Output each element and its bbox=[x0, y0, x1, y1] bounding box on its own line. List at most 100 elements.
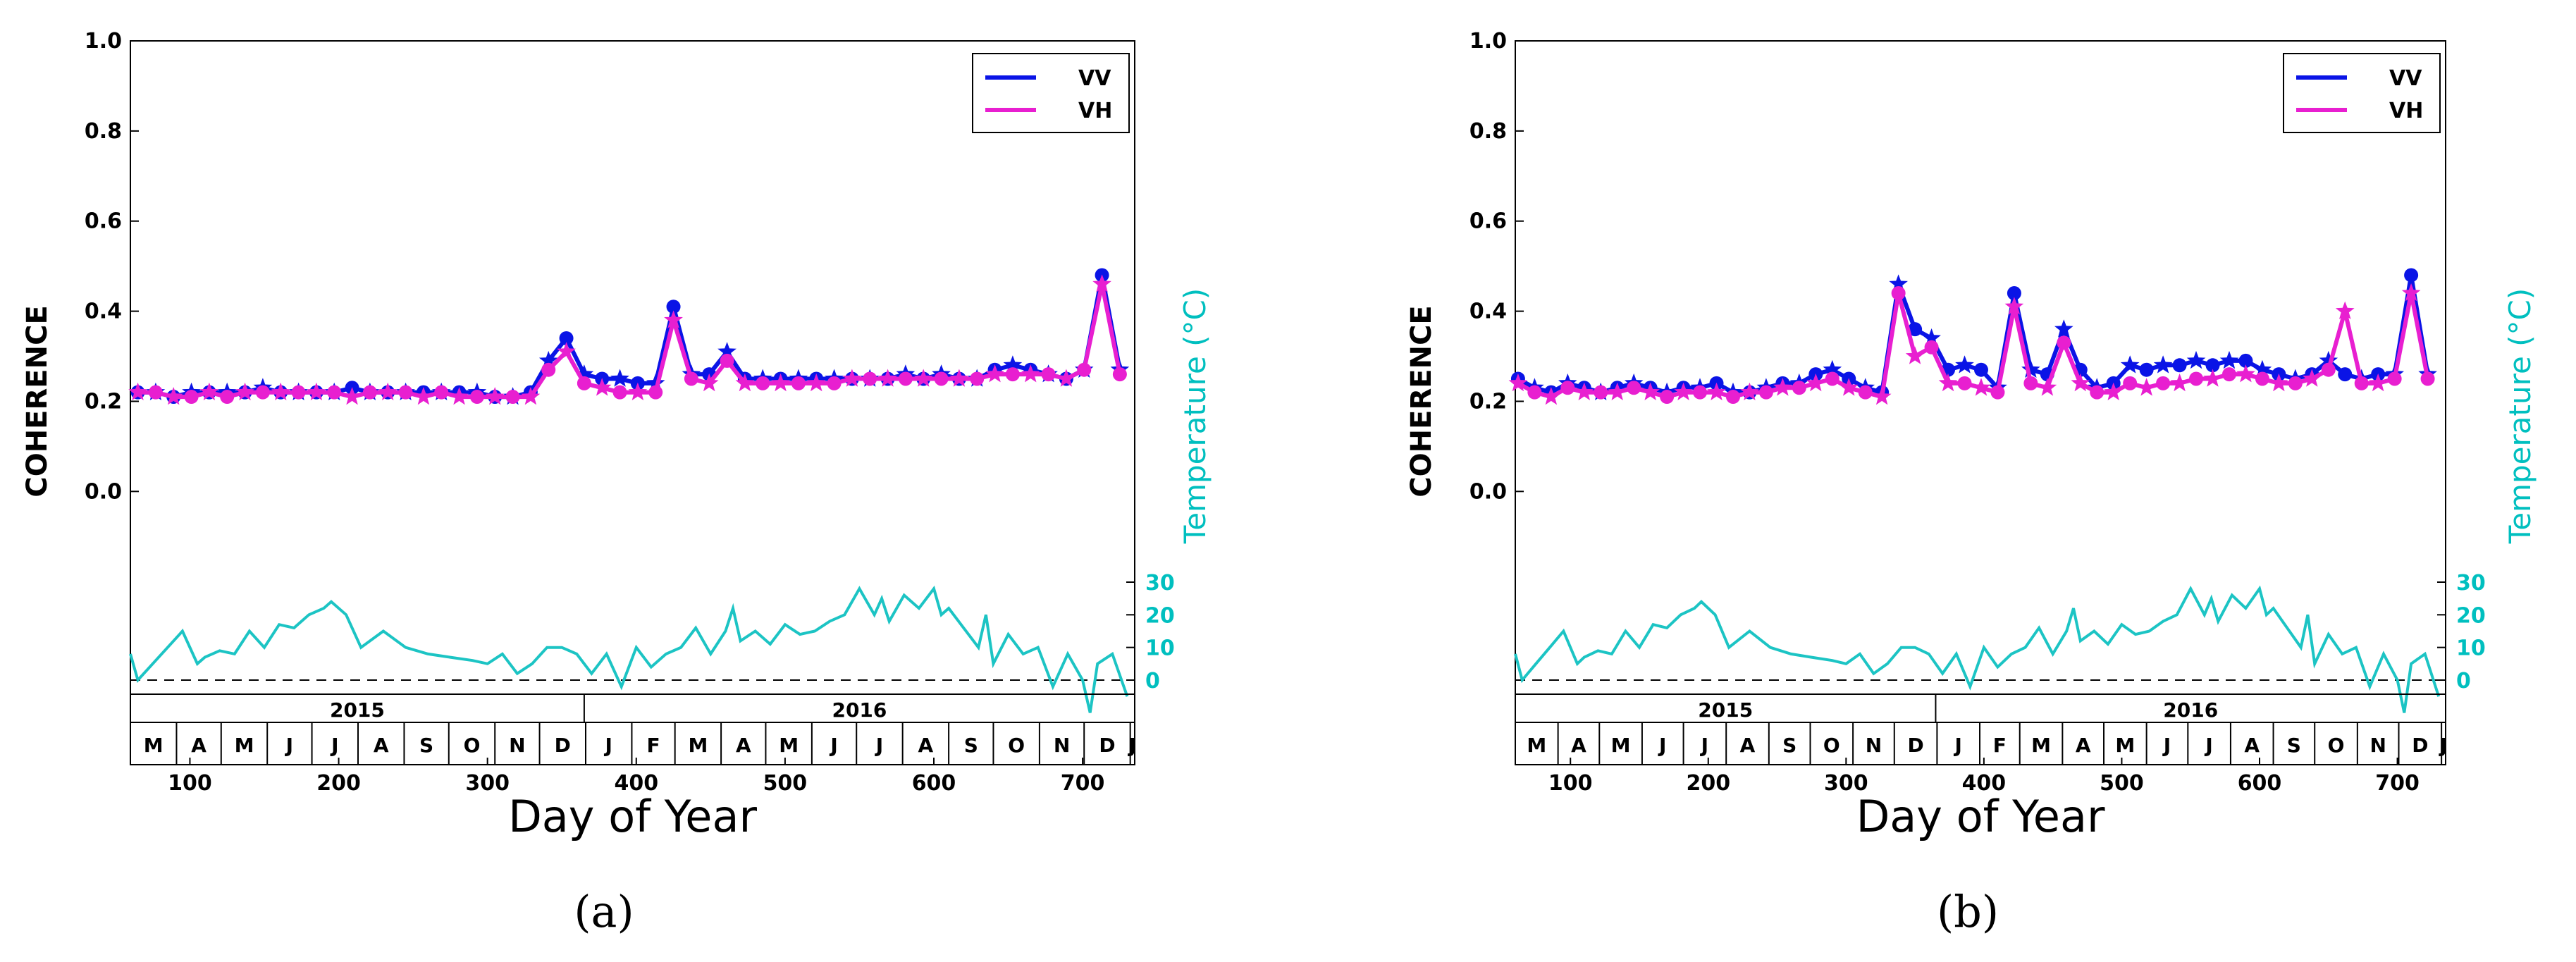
y-axis-label: COHERENCE bbox=[1405, 305, 1438, 497]
legend-label: VH bbox=[2389, 99, 2423, 123]
vh-point bbox=[255, 385, 270, 400]
vh-point bbox=[148, 385, 163, 400]
vh-point bbox=[414, 387, 433, 405]
month-label: S bbox=[964, 734, 978, 757]
vh-point bbox=[1938, 373, 1958, 392]
vh-point bbox=[2104, 382, 2123, 400]
vh-point bbox=[541, 362, 556, 377]
y-tick-label: 0.8 bbox=[85, 119, 122, 144]
vh-point bbox=[1674, 382, 1693, 400]
vh-point bbox=[2401, 283, 2421, 302]
month-label: J bbox=[330, 734, 338, 757]
vh-point bbox=[2203, 369, 2222, 387]
month-label: O bbox=[464, 734, 481, 757]
vh-point bbox=[970, 371, 985, 386]
vh-point bbox=[577, 376, 591, 390]
x-tick-label: 400 bbox=[614, 771, 658, 796]
month-label: A bbox=[736, 734, 751, 757]
temperature-axis-label: Temperature (°C) bbox=[2503, 288, 2537, 545]
vh-point bbox=[1660, 390, 1675, 405]
vv-point bbox=[2153, 355, 2173, 374]
y-tick-label: 0.0 bbox=[85, 479, 122, 504]
year-label: 2015 bbox=[330, 698, 385, 722]
temperature-series-line bbox=[129, 585, 1129, 713]
vv-point bbox=[1955, 355, 1974, 374]
vh-point bbox=[1773, 378, 1792, 396]
vh-point bbox=[863, 371, 877, 386]
month-label: J bbox=[1700, 734, 1708, 757]
vh-point bbox=[1056, 369, 1076, 387]
temperature-axis-label: Temperature (°C) bbox=[1178, 288, 1212, 545]
month-label: O bbox=[1008, 734, 1025, 757]
vh-point bbox=[1792, 381, 1806, 395]
vh-point bbox=[1924, 340, 1939, 354]
vh-point bbox=[1858, 385, 1873, 400]
month-label: M bbox=[144, 734, 164, 757]
vh-point bbox=[628, 382, 648, 400]
vh-point bbox=[1508, 373, 1528, 392]
x-axis-label: Day of Year bbox=[1856, 791, 2105, 842]
vh-point bbox=[2387, 371, 2402, 386]
vv-series-line bbox=[1517, 274, 2430, 395]
vv-point bbox=[1003, 355, 1023, 374]
vh-point bbox=[2038, 378, 2057, 396]
vv-point bbox=[2120, 355, 2140, 374]
temp-tick-label: 20 bbox=[1145, 603, 1175, 628]
vh-point bbox=[1077, 362, 1092, 377]
vh-point bbox=[2189, 371, 2204, 386]
month-label: F bbox=[1993, 734, 2007, 757]
vh-point bbox=[1707, 382, 1726, 400]
vh-point bbox=[557, 342, 576, 360]
vh-point bbox=[1825, 371, 1839, 386]
y-tick-label: 0.4 bbox=[85, 300, 122, 324]
vh-point bbox=[735, 373, 755, 392]
timeline-frame bbox=[130, 693, 1135, 765]
vh-point bbox=[2137, 378, 2156, 396]
month-label: A bbox=[918, 734, 934, 757]
vh-point bbox=[2321, 362, 2336, 377]
vh-point bbox=[1627, 381, 1641, 395]
month-label: A bbox=[1740, 734, 1756, 757]
vh-point bbox=[505, 390, 520, 405]
vh-point bbox=[1594, 385, 1608, 400]
y-axis-label: COHERENCE bbox=[21, 305, 54, 497]
y-tick-label: 0.8 bbox=[1469, 119, 1507, 144]
x-tick-label: 200 bbox=[1686, 771, 1730, 796]
vv-point bbox=[2139, 362, 2154, 377]
x-tick-label: 500 bbox=[2100, 771, 2144, 796]
month-label: D bbox=[2412, 734, 2428, 757]
vv-point bbox=[538, 350, 558, 369]
vh-point bbox=[307, 382, 326, 400]
vh-point bbox=[1527, 385, 1542, 400]
vv-point bbox=[2172, 358, 2187, 373]
vh-point bbox=[469, 390, 484, 405]
vh-point bbox=[235, 382, 254, 400]
month-label: M bbox=[688, 734, 708, 757]
month-label: N bbox=[1054, 734, 1070, 757]
vv-point bbox=[2238, 353, 2253, 368]
vv-point bbox=[2219, 350, 2239, 369]
vh-point bbox=[1758, 385, 1773, 400]
vh-point bbox=[485, 387, 505, 405]
y-tick-label: 0.6 bbox=[85, 209, 122, 234]
vh-point bbox=[592, 378, 612, 396]
panel-caption: (b) bbox=[1937, 886, 1999, 937]
month-label: M bbox=[1611, 734, 1631, 757]
year-label: 2016 bbox=[2163, 698, 2218, 722]
vh-point bbox=[1905, 346, 1925, 364]
x-tick-label: 300 bbox=[1824, 771, 1868, 796]
vv-point bbox=[2021, 359, 2040, 378]
month-label: M bbox=[235, 734, 254, 757]
vv-point bbox=[574, 364, 594, 383]
month-label: F bbox=[646, 734, 660, 757]
temp-tick-label: 30 bbox=[2456, 571, 2486, 596]
vv-point bbox=[1823, 359, 1842, 378]
x-axis-label: Day of Year bbox=[508, 791, 757, 842]
x-tick-label: 400 bbox=[1962, 771, 2007, 796]
vh-point bbox=[1021, 364, 1040, 383]
vh-point bbox=[378, 382, 398, 400]
vv-point bbox=[2319, 350, 2338, 369]
month-label: A bbox=[2076, 734, 2091, 757]
y-tick-label: 0.4 bbox=[1469, 300, 1507, 324]
